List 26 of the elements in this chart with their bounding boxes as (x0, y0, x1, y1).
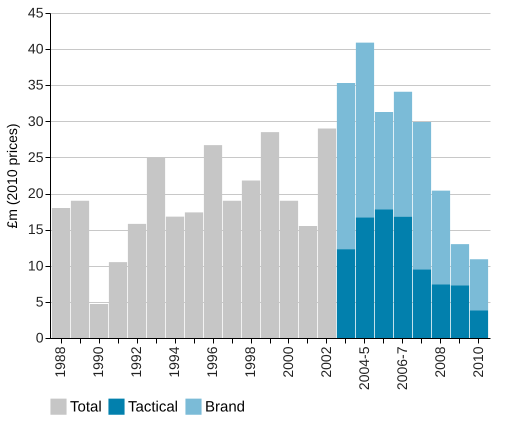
x-tick-label: 1996 (204, 346, 220, 378)
y-tick-label: 15 (28, 221, 44, 238)
x-tick-label: 1994 (166, 346, 182, 378)
x-tick-label: 1988 (52, 346, 68, 378)
legend-label: Brand (205, 398, 246, 416)
y-tick-label: 25 (28, 148, 44, 165)
y-tick-label: 35 (28, 76, 44, 93)
y-tick-label: 30 (28, 112, 44, 129)
x-tick-label: 1998 (242, 346, 258, 378)
y-tick-label: 20 (28, 185, 44, 202)
x-tick-label: 1990 (90, 346, 106, 378)
x-tick-label: 2006-7 (394, 346, 410, 390)
x-tick-label: 2000 (280, 346, 296, 378)
y-tick-label: 40 (28, 40, 44, 57)
x-tick-label: 2008 (432, 346, 448, 378)
legend-label: Tactical (128, 398, 178, 416)
x-tick-label: 2002 (318, 346, 334, 378)
legend-label: Total (70, 398, 102, 416)
x-tick-label: 1992 (128, 346, 144, 378)
x-tick-label: 2004-5 (356, 346, 372, 390)
y-tick-label: 5 (36, 293, 44, 310)
y-tick-label: 0 (36, 330, 44, 346)
x-tick-label: 2010 (470, 346, 486, 378)
y-tick-label: 10 (28, 257, 44, 274)
y-tick-label: 45 (28, 4, 44, 20)
y-axis-title: £m (2010 prices) (4, 123, 20, 229)
